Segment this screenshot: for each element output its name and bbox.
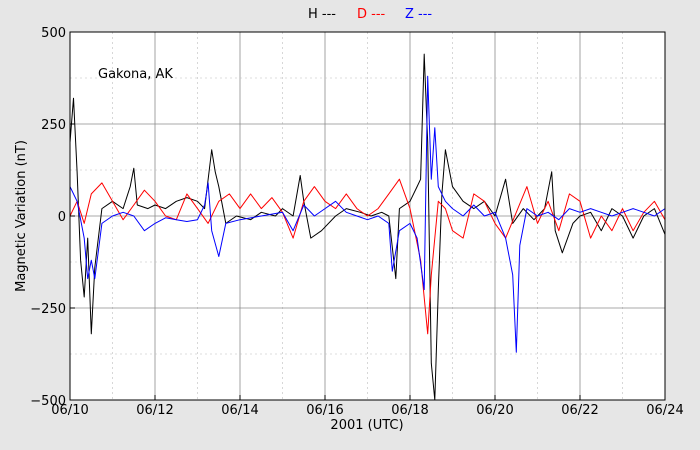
y-tick-label: 250 [41,118,66,133]
x-tick-label: 06/18 [391,403,428,418]
y-tick-label: 0 [58,210,66,225]
x-tick-label: 06/24 [646,403,683,418]
y-axis: 500 250 0 −250 −500 [30,26,75,409]
x-axis-label: 2001 (UTC) [330,418,403,433]
station-annotation: Gakona, AK [98,67,173,82]
y-axis-label: Magnetic Variation (nT) [14,140,29,292]
y-tick-label: 500 [41,26,66,41]
legend-item-h: H --- [308,7,336,22]
y-tick-label: −500 [30,394,66,409]
legend: H --- D --- Z --- [308,7,432,22]
legend-item-z: Z --- [405,7,432,22]
x-tick-label: 06/10 [51,403,88,418]
series-layer [69,53,666,401]
y-tick-label: −250 [30,302,66,317]
x-axis: 06/10 06/12 06/14 06/16 06/18 06/20 06/22 06/24 [51,395,684,418]
series-line-z [69,75,666,353]
x-tick-label: 06/14 [221,403,258,418]
legend-item-d: D --- [357,7,386,22]
x-tick-label: 06/20 [476,403,513,418]
x-tick-label: 06/16 [306,403,343,418]
series-line-d [69,178,666,335]
x-tick-label: 06/22 [561,403,598,418]
x-tick-label: 06/12 [136,403,173,418]
